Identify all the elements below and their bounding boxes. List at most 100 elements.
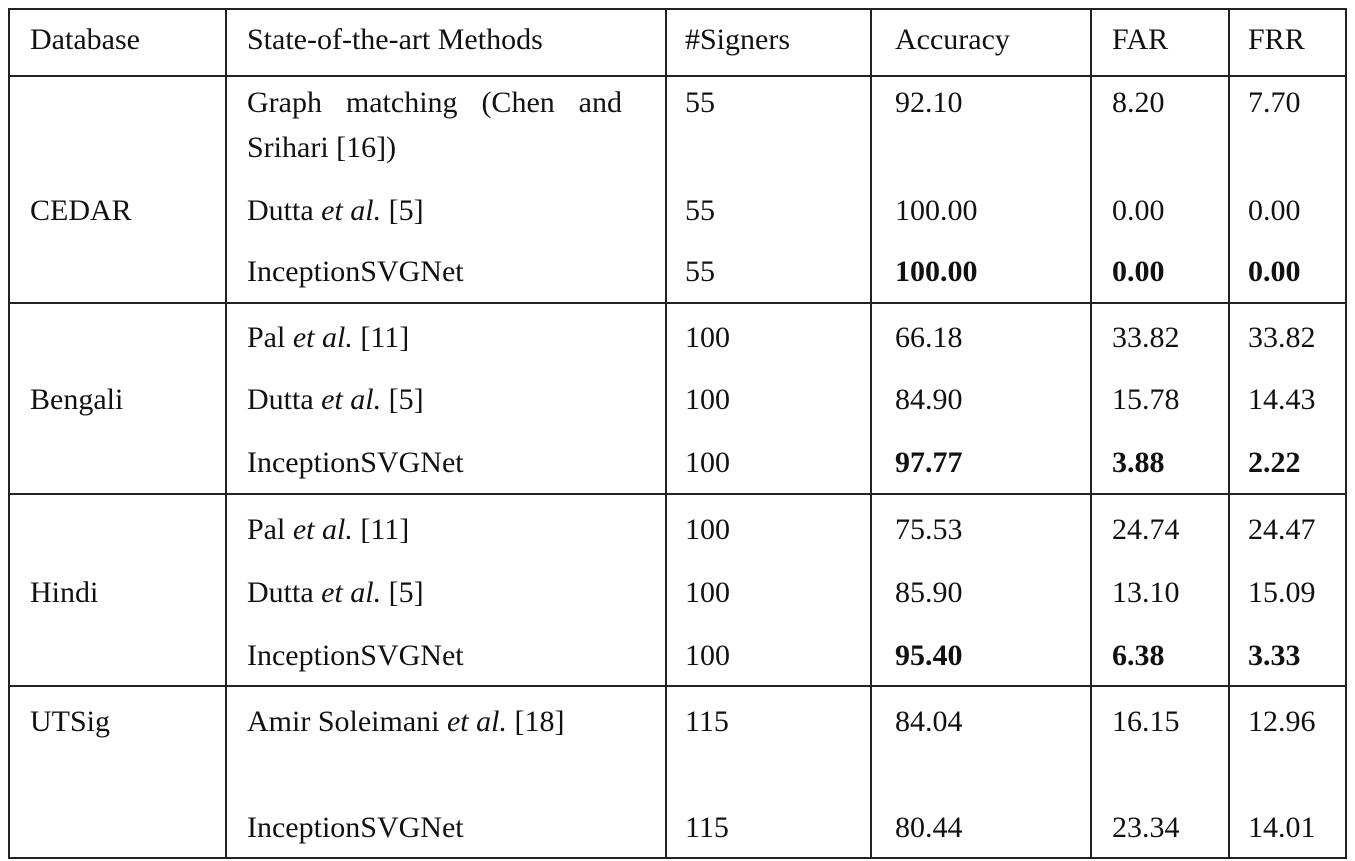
method-cell: InceptionSVGNet xyxy=(247,440,622,485)
accuracy-cell: 97.77 xyxy=(895,446,963,479)
frr-cell: 24.47 xyxy=(1248,513,1316,546)
signers-cell: 100 xyxy=(685,639,730,672)
h-rule xyxy=(8,493,1347,495)
v-rule xyxy=(665,8,667,859)
accuracy-cell: 75.53 xyxy=(895,513,963,546)
accuracy-cell: 100.00 xyxy=(895,194,978,227)
method-text: [11] xyxy=(352,513,410,546)
method-text: et al. xyxy=(446,705,507,738)
v-rule xyxy=(1345,8,1347,859)
v-rule xyxy=(870,8,872,859)
method-cell: Dutta et al. [5] xyxy=(247,570,622,615)
method-text: InceptionSVGNet xyxy=(247,255,464,288)
frr-cell: 0.00 xyxy=(1248,255,1301,288)
method-text: Amir Soleimani xyxy=(247,705,447,738)
v-rule xyxy=(1090,8,1092,859)
accuracy-cell: 85.90 xyxy=(895,576,963,609)
accuracy-cell: 84.04 xyxy=(895,705,963,738)
frr-cell: 14.01 xyxy=(1248,811,1316,844)
far-cell: 6.38 xyxy=(1112,639,1165,672)
method-text: et al. xyxy=(292,513,353,546)
v-rule xyxy=(1228,8,1230,859)
far-cell: 23.34 xyxy=(1112,811,1180,844)
h-rule xyxy=(8,685,1347,687)
accuracy-cell: 92.10 xyxy=(895,86,963,119)
method-text: [11] xyxy=(352,321,410,354)
h-rule xyxy=(8,857,1347,859)
signers-cell: 115 xyxy=(685,811,729,844)
h-rule xyxy=(8,75,1347,77)
h-rule xyxy=(8,302,1347,304)
far-cell: 24.74 xyxy=(1112,513,1180,546)
frr-cell: 3.33 xyxy=(1248,639,1301,672)
far-cell: 16.15 xyxy=(1112,705,1180,738)
signers-cell: 55 xyxy=(685,86,715,119)
frr-cell: 0.00 xyxy=(1248,194,1301,227)
method-cell: InceptionSVGNet xyxy=(247,805,622,850)
signers-cell: 100 xyxy=(685,513,730,546)
method-text: Dutta xyxy=(247,383,322,416)
method-text: Graph matching (Chen and Srihari [16]) xyxy=(247,86,622,164)
database-cell: Bengali xyxy=(30,383,124,416)
header-cell: FAR xyxy=(1112,23,1169,56)
method-cell: InceptionSVGNet xyxy=(247,249,622,294)
method-text: et al. xyxy=(321,383,382,416)
signers-cell: 100 xyxy=(685,321,730,354)
frr-cell: 15.09 xyxy=(1248,576,1316,609)
method-text: et al. xyxy=(321,194,382,227)
far-cell: 0.00 xyxy=(1112,194,1165,227)
signers-cell: 100 xyxy=(685,576,730,609)
database-cell: CEDAR xyxy=(30,194,132,227)
far-cell: 0.00 xyxy=(1112,255,1165,288)
method-cell: InceptionSVGNet xyxy=(247,633,622,678)
far-cell: 3.88 xyxy=(1112,446,1165,479)
method-text: Dutta xyxy=(247,194,322,227)
accuracy-cell: 84.90 xyxy=(895,383,963,416)
method-text: et al. xyxy=(321,576,382,609)
method-cell: Amir Soleimani et al. [18] xyxy=(247,699,622,744)
far-cell: 33.82 xyxy=(1112,321,1180,354)
method-text: Pal xyxy=(247,513,293,546)
database-cell: UTSig xyxy=(30,705,111,738)
method-text: InceptionSVGNet xyxy=(247,811,464,844)
accuracy-cell: 100.00 xyxy=(895,255,978,288)
method-text: [18] xyxy=(506,705,565,738)
signers-cell: 115 xyxy=(685,705,729,738)
method-text: Dutta xyxy=(247,576,322,609)
method-text: Pal xyxy=(247,321,293,354)
header-cell: #Signers xyxy=(685,23,790,56)
frr-cell: 2.22 xyxy=(1248,446,1301,479)
accuracy-cell: 66.18 xyxy=(895,321,963,354)
v-rule xyxy=(225,8,227,859)
far-cell: 15.78 xyxy=(1112,383,1180,416)
method-cell: Dutta et al. [5] xyxy=(247,377,622,422)
header-cell: FRR xyxy=(1248,23,1305,56)
frr-cell: 33.82 xyxy=(1248,321,1316,354)
method-text: et al. xyxy=(292,321,353,354)
method-cell: Graph matching (Chen and Srihari [16]) xyxy=(247,80,622,170)
v-rule xyxy=(8,8,10,859)
frr-cell: 14.43 xyxy=(1248,383,1316,416)
header-cell: Accuracy xyxy=(895,23,1010,56)
signers-cell: 55 xyxy=(685,255,715,288)
method-text: InceptionSVGNet xyxy=(247,639,464,672)
signers-cell: 100 xyxy=(685,446,730,479)
header-cell: State-of-the-art Methods xyxy=(247,23,543,56)
accuracy-cell: 95.40 xyxy=(895,639,963,672)
method-cell: Pal et al. [11] xyxy=(247,315,622,360)
frr-cell: 12.96 xyxy=(1248,705,1316,738)
far-cell: 8.20 xyxy=(1112,86,1165,119)
accuracy-cell: 80.44 xyxy=(895,811,963,844)
far-cell: 13.10 xyxy=(1112,576,1180,609)
signers-cell: 100 xyxy=(685,383,730,416)
method-cell: Dutta et al. [5] xyxy=(247,188,622,233)
method-cell: Pal et al. [11] xyxy=(247,507,622,552)
frr-cell: 7.70 xyxy=(1248,86,1301,119)
database-cell: Hindi xyxy=(30,576,99,609)
method-text: [5] xyxy=(381,383,424,416)
method-text: [5] xyxy=(381,194,424,227)
method-text: [5] xyxy=(381,576,424,609)
h-rule xyxy=(8,8,1347,10)
header-cell: Database xyxy=(30,23,140,56)
